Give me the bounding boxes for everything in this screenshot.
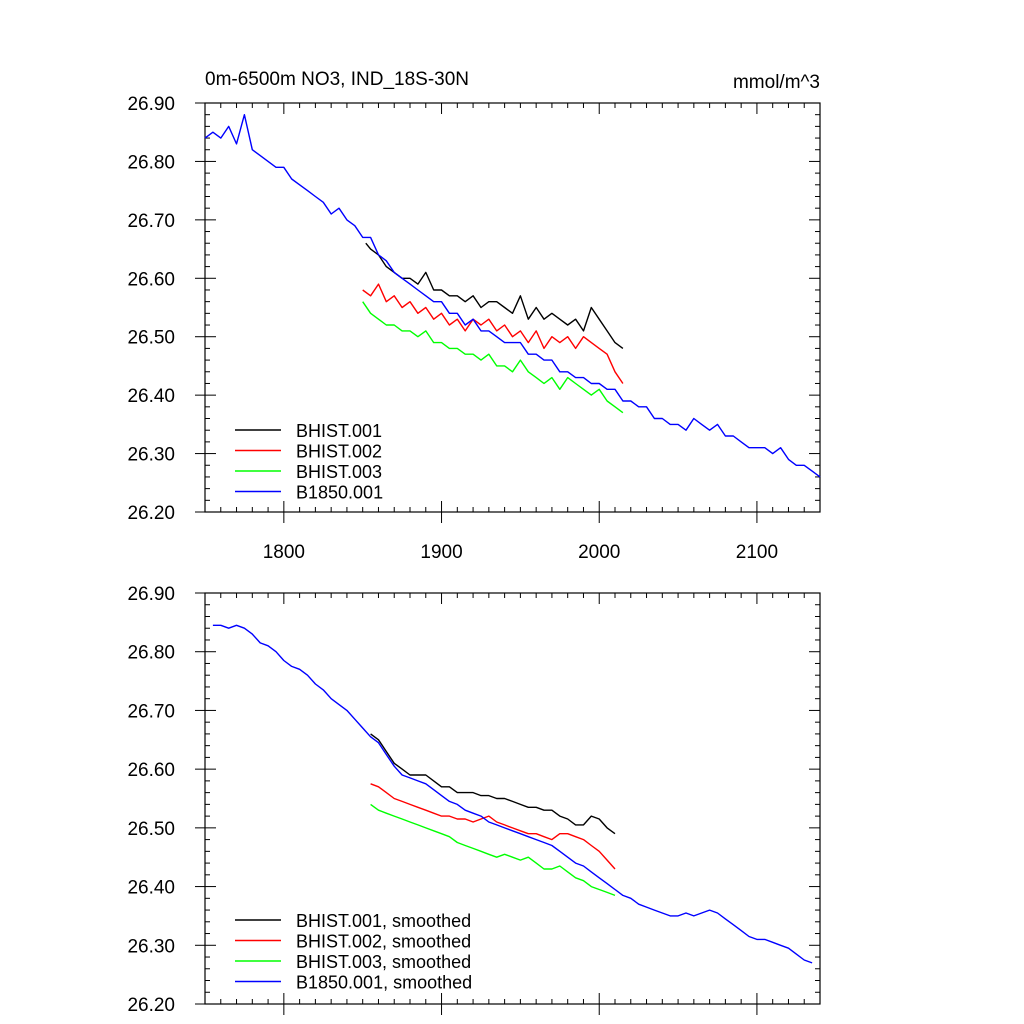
- series-line-3: [362, 301, 624, 414]
- y-tick-label: 26.30: [127, 936, 175, 957]
- y-tick-label: 26.20: [127, 995, 175, 1016]
- series-line-2: [362, 283, 624, 384]
- y-tick-label: 26.50: [127, 328, 175, 349]
- x-tick-label: 1800: [263, 542, 305, 563]
- units-label: mmol/m^3: [733, 72, 820, 93]
- y-tick-label: 26.50: [127, 819, 175, 840]
- series-line-4: [204, 113, 821, 478]
- legend-label: B1850.001: [296, 483, 383, 503]
- plot-frame: [204, 592, 821, 1005]
- y-tick-label: 26.70: [127, 701, 175, 722]
- y-tick-label: 26.70: [127, 211, 175, 232]
- y-tick-label: 26.60: [127, 760, 175, 781]
- series-line-3: [370, 803, 616, 897]
- series-line-1: [365, 242, 624, 349]
- x-tick-label: 2000: [578, 542, 620, 563]
- y-tick-label: 26.80: [127, 152, 175, 173]
- plot-frame: [204, 102, 821, 513]
- legend-label: BHIST.001, smoothed: [296, 911, 471, 931]
- panel-smoothed: 26.20 26.30 26.40 26.50 26.60 26.70 26.80 26.90…: [127, 584, 821, 1016]
- series-line-2: [370, 783, 616, 870]
- x-tick-label: 1900: [420, 542, 462, 563]
- series-line-4: [212, 624, 813, 964]
- legend-label: BHIST.002, smoothed: [296, 932, 471, 952]
- y-tick-label: 26.90: [127, 584, 175, 605]
- y-tick-label: 26.40: [127, 386, 175, 407]
- legend-label: BHIST.001: [296, 421, 382, 441]
- legend-label: BHIST.002: [296, 442, 382, 462]
- panel-raw: 1800 1900 2000 2100 26.20 26.30 26.40 26.50 26.6…: [127, 94, 821, 563]
- legend-label: B1850.001, smoothed: [296, 973, 472, 993]
- x-tick-label: 2100: [736, 542, 778, 563]
- y-tick-label: 26.60: [127, 269, 175, 290]
- y-tick-label: 26.40: [127, 878, 175, 899]
- y-tick-label: 26.30: [127, 445, 175, 466]
- legend-label: BHIST.003, smoothed: [296, 952, 471, 972]
- chart-title: 0m-6500m NO3, IND_18S-30N: [205, 69, 469, 90]
- legend-label: BHIST.003: [296, 462, 382, 482]
- y-tick-label: 26.90: [127, 94, 175, 115]
- y-tick-label: 26.80: [127, 643, 175, 664]
- y-tick-label: 26.20: [127, 503, 175, 524]
- series-line-1: [370, 733, 616, 835]
